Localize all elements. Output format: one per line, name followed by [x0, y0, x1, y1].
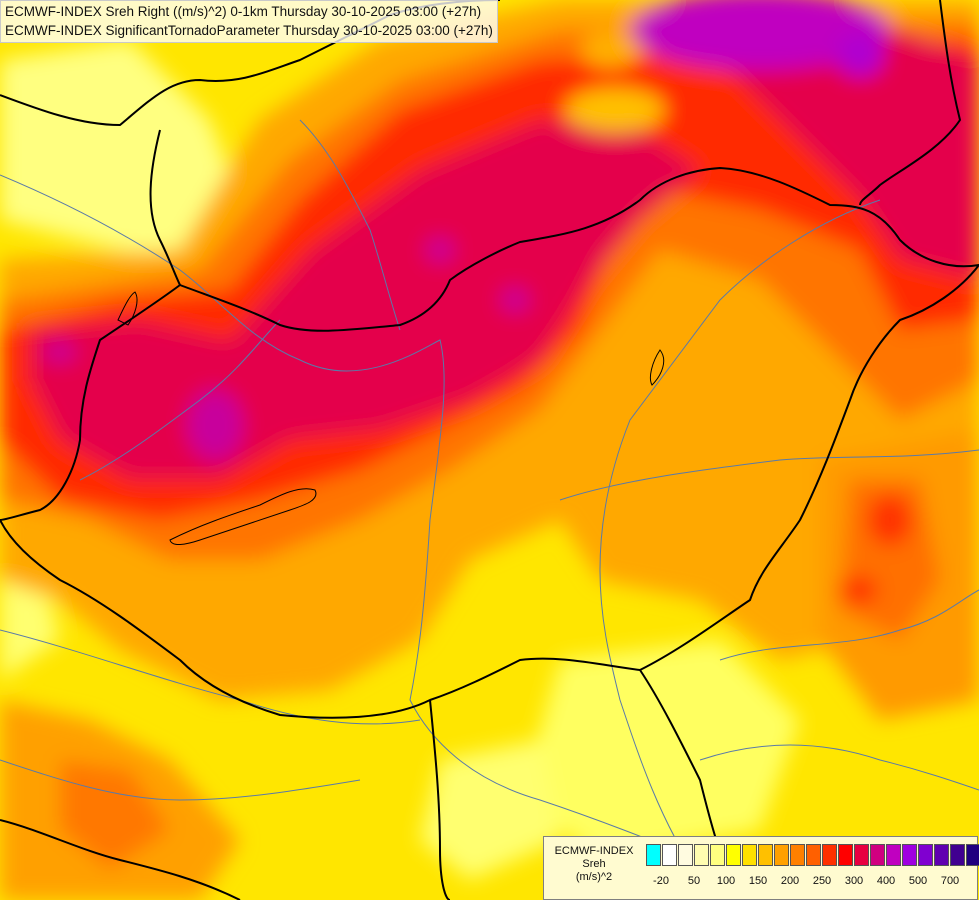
legend-swatch: [966, 844, 979, 866]
river-misc-5: [299, 119, 401, 331]
legend-swatch: [774, 844, 789, 866]
legend-swatch: [726, 844, 741, 866]
lakes: [117, 291, 665, 545]
field-magenta-5: [630, 0, 890, 70]
legend-swatch: [886, 844, 901, 866]
field-crimson-ne: [700, 30, 979, 280]
field-crimson: [30, 120, 700, 480]
legend-swatch: [662, 844, 677, 866]
field-pale-se: [520, 640, 800, 860]
legend-tick-label: -20: [653, 875, 669, 887]
legend-swatch: [854, 844, 869, 866]
lake-neusiedl: [117, 291, 138, 326]
legend-tick-label: 300: [844, 875, 864, 887]
legend-title: ECMWF-INDEX: [554, 845, 634, 857]
legend-swatch: [806, 844, 821, 866]
field-pale-s: [420, 740, 560, 880]
legend-swatches: [646, 844, 979, 866]
legend-swatch: [758, 844, 773, 866]
map-header: ECMWF-INDEX Sreh Right ((m/s)^2) 0-1km T…: [0, 0, 498, 43]
field-pale-nw: [0, 40, 240, 260]
legend-tick-label: 150: [748, 875, 768, 887]
river-misc-1: [559, 449, 979, 501]
legend-tick-label: 100: [716, 875, 736, 887]
legend-swatch: [646, 844, 661, 866]
legend-swatch: [934, 844, 949, 866]
legend-swatch: [870, 844, 885, 866]
field-darkorange-sw: [60, 760, 170, 870]
field-magenta-6: [836, 33, 884, 77]
field-red-e2: [838, 576, 878, 604]
field-magenta-1: [187, 390, 243, 460]
border-hungary: [0, 166, 979, 719]
legend-swatch: [950, 844, 965, 866]
lake-tisza: [649, 349, 665, 386]
legend-swatch: [694, 844, 709, 866]
legend-swatch: [918, 844, 933, 866]
legend-label: ECMWF-INDEX Sreh (m/s)^2: [546, 845, 642, 884]
legend-tick-label: 50: [687, 875, 701, 887]
color-legend: ECMWF-INDEX Sreh (m/s)^2 -20 50 100 150 200 2…: [543, 836, 979, 900]
legend-tick-label: 400: [876, 875, 896, 887]
river-misc-4: [699, 744, 979, 791]
header-title-stp: ECMWF-INDEX SignificantTornadoParameter …: [5, 23, 493, 38]
legend-tick-label: 500: [908, 875, 928, 887]
river-misc-3: [0, 759, 361, 801]
legend-swatch: [902, 844, 917, 866]
legend-swatch: [838, 844, 853, 866]
river-danube: [0, 174, 701, 861]
legend-swatch: [678, 844, 693, 866]
legend-swatch: [742, 844, 757, 866]
legend-ticks: -20 50 100 150 200 250 300 400 500 700: [646, 875, 976, 889]
lake-balaton: [169, 488, 317, 545]
field-magenta-3: [501, 288, 529, 312]
border-southwest: [0, 819, 241, 900]
river-raba: [79, 319, 281, 481]
border-ua: [859, 0, 962, 206]
legend-swatch: [822, 844, 837, 866]
legend-unit: (m/s)^2: [575, 871, 613, 883]
field-magenta-4: [44, 342, 76, 362]
legend-tick-label: 200: [780, 875, 800, 887]
legend-swatch: [710, 844, 725, 866]
legend-variable: Sreh: [582, 858, 606, 870]
field-magenta-2: [426, 238, 454, 262]
border-hungary-w: [0, 284, 181, 521]
legend-swatch: [790, 844, 805, 866]
header-title-sreh: ECMWF-INDEX Sreh Right ((m/s)^2) 0-1km T…: [5, 4, 482, 19]
legend-tick-label: 700: [940, 875, 960, 887]
legend-tick-label: 250: [812, 875, 832, 887]
border-slovakia-2: [149, 129, 181, 286]
river-tisza: [599, 199, 881, 881]
river-misc-2: [719, 589, 979, 661]
field-red-e1: [868, 494, 912, 546]
border-south-2: [429, 699, 451, 900]
field-pale-n2: [580, 32, 640, 68]
field-pale-n: [565, 88, 665, 132]
